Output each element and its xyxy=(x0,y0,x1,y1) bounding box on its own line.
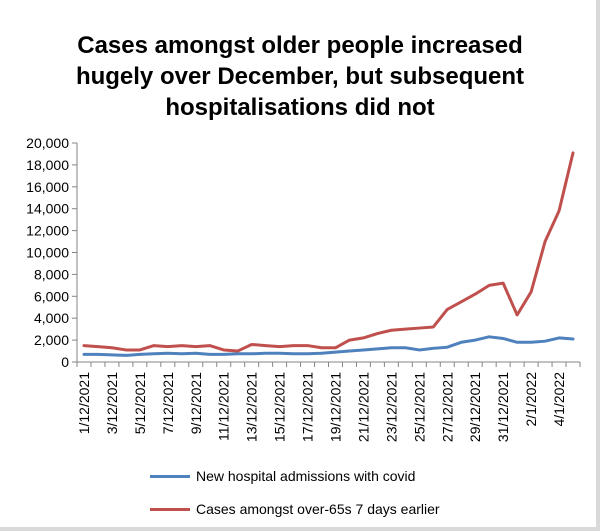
y-tick-label: 16,000 xyxy=(26,179,69,195)
x-tick-label: 7/12/2021 xyxy=(160,372,176,434)
x-tick-label: 21/12/2021 xyxy=(355,372,371,442)
x-tick-label: 29/12/2021 xyxy=(467,372,483,442)
chart-title-line-3: hospitalisations did not xyxy=(165,94,435,121)
x-tick-label: 15/12/2021 xyxy=(272,372,288,442)
chart-title-line-2: hugely over December, but subsequent xyxy=(75,63,525,90)
y-tick-label: 12,000 xyxy=(26,223,69,239)
series-cases-line xyxy=(82,151,575,353)
x-tick-label: 13/12/2021 xyxy=(244,372,260,442)
legend-swatch-admissions xyxy=(150,474,190,478)
y-tick-label: 20,000 xyxy=(26,135,69,151)
legend-label-cases: Cases amongst over-65s 7 days earlier xyxy=(196,501,440,517)
x-tick-label: 2/1/2022 xyxy=(523,372,539,427)
legend-item-cases: Cases amongst over-65s 7 days earlier xyxy=(150,499,550,519)
legend-swatch-cases xyxy=(150,507,190,511)
y-tick-label: 18,000 xyxy=(26,157,69,173)
x-tick-label: 23/12/2021 xyxy=(383,372,399,442)
x-tick-label: 1/12/2021 xyxy=(76,372,92,434)
y-tick-label: 8,000 xyxy=(34,266,69,282)
x-tick-label: 9/12/2021 xyxy=(188,372,204,434)
x-tick-label: 25/12/2021 xyxy=(411,372,427,442)
x-tick-label: 31/12/2021 xyxy=(495,372,511,442)
x-tick-label: 17/12/2021 xyxy=(300,372,316,442)
series-admissions-line xyxy=(82,335,575,357)
x-tick-label: 11/12/2021 xyxy=(216,372,232,441)
x-axis: 1/12/2021 3/12/2021 5/12/2021 7/12/2021 9/12… xyxy=(76,361,581,442)
y-tick-label: 2,000 xyxy=(34,332,69,348)
y-tick-label: 0 xyxy=(61,354,69,370)
y-tick-label: 6,000 xyxy=(34,288,69,304)
legend-label-admissions: New hospital admissions with covid xyxy=(196,468,416,484)
y-tick-label: 4,000 xyxy=(34,310,69,326)
x-tick-label: 3/12/2021 xyxy=(104,372,120,434)
x-tick-label: 27/12/2021 xyxy=(439,372,455,442)
chart-legend: New hospital admissions with covid Cases… xyxy=(150,466,550,532)
x-tick-label: 4/1/2022 xyxy=(551,372,567,427)
chart-title: Cases amongst older people increased hug… xyxy=(40,30,560,123)
y-tick-label: 10,000 xyxy=(26,245,69,261)
legend-item-admissions: New hospital admissions with covid xyxy=(150,466,550,486)
y-axis: 0 2,000 4,000 6,000 8,000 10,000 12,000 14,000 1… xyxy=(26,135,78,370)
series-layer xyxy=(82,151,575,357)
x-tick-label: 19/12/2021 xyxy=(327,372,343,442)
chart-title-line-1: Cases amongst older people increased xyxy=(77,32,523,59)
y-tick-label: 14,000 xyxy=(26,201,69,217)
x-tick-label: 5/12/2021 xyxy=(132,372,148,434)
